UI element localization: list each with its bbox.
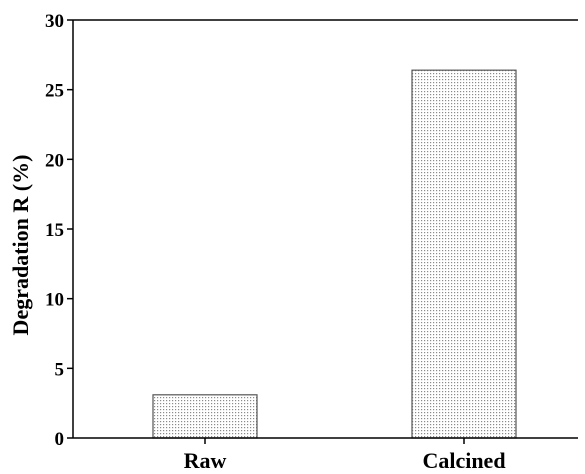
y-tick-label-25: 25	[45, 81, 64, 102]
y-axis-title: Degradation R (%)	[8, 155, 33, 336]
y-tick-label-10: 10	[45, 290, 64, 311]
x-tick-label-raw: Raw	[184, 448, 227, 473]
bar-calcined	[411, 69, 517, 439]
x-tick-label-calcined: Calcined	[422, 448, 505, 473]
axes-layer	[67, 19, 578, 444]
bars-layer	[152, 69, 517, 439]
labels-layer: Raw Calcined 0 5 10 15 20 25 30	[45, 11, 506, 473]
bar-raw	[152, 394, 258, 439]
y-tick-label-30: 30	[45, 11, 64, 32]
y-tick-label-15: 15	[45, 220, 64, 241]
y-tick-label-5: 5	[55, 359, 65, 380]
y-tick-label-0: 0	[55, 429, 65, 450]
y-tick-label-20: 20	[45, 150, 64, 171]
